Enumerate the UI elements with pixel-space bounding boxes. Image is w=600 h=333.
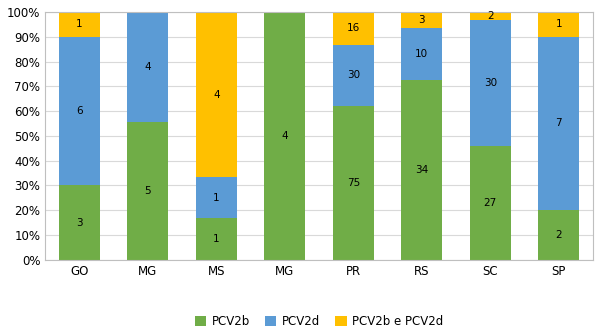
Bar (401, 28, 442, 81)
Text: 30: 30 (347, 70, 360, 81)
Text: 5: 5 (145, 186, 151, 196)
Bar (196, 218, 237, 260)
Bar (401, 81, 442, 260)
Bar (333, 45, 374, 106)
Text: 2: 2 (487, 11, 494, 21)
Legend: PCV2b, PCV2d, PCV2b e PCV2d: PCV2b, PCV2d, PCV2b e PCV2d (190, 310, 448, 333)
Bar (59, 12, 100, 37)
Text: 3: 3 (419, 15, 425, 25)
Text: 4: 4 (281, 131, 288, 141)
Text: 27: 27 (484, 198, 497, 208)
Bar (59, 185, 100, 260)
Text: 30: 30 (484, 78, 497, 88)
Text: 1: 1 (76, 19, 83, 29)
Text: 75: 75 (347, 178, 360, 188)
Text: 6: 6 (76, 106, 83, 116)
Text: 4: 4 (145, 62, 151, 72)
Bar (265, 12, 305, 260)
Text: 7: 7 (556, 119, 562, 129)
Text: 1: 1 (213, 234, 220, 244)
Bar (59, 37, 100, 185)
Bar (196, 177, 237, 218)
Text: 10: 10 (415, 49, 428, 59)
Bar (333, 106, 374, 260)
Text: 16: 16 (347, 23, 360, 33)
Text: 3: 3 (76, 217, 83, 227)
Text: 2: 2 (556, 230, 562, 240)
Text: 1: 1 (213, 193, 220, 203)
Bar (333, 12, 374, 45)
Bar (470, 20, 511, 146)
Bar (127, 122, 169, 260)
Text: 1: 1 (556, 19, 562, 29)
Bar (401, 12, 442, 28)
Text: 4: 4 (213, 90, 220, 100)
Bar (470, 12, 511, 20)
Text: 34: 34 (415, 165, 428, 175)
Bar (196, 12, 237, 177)
Bar (127, 12, 169, 122)
Bar (538, 37, 580, 210)
Bar (470, 146, 511, 260)
Bar (538, 210, 580, 260)
Bar (538, 12, 580, 37)
